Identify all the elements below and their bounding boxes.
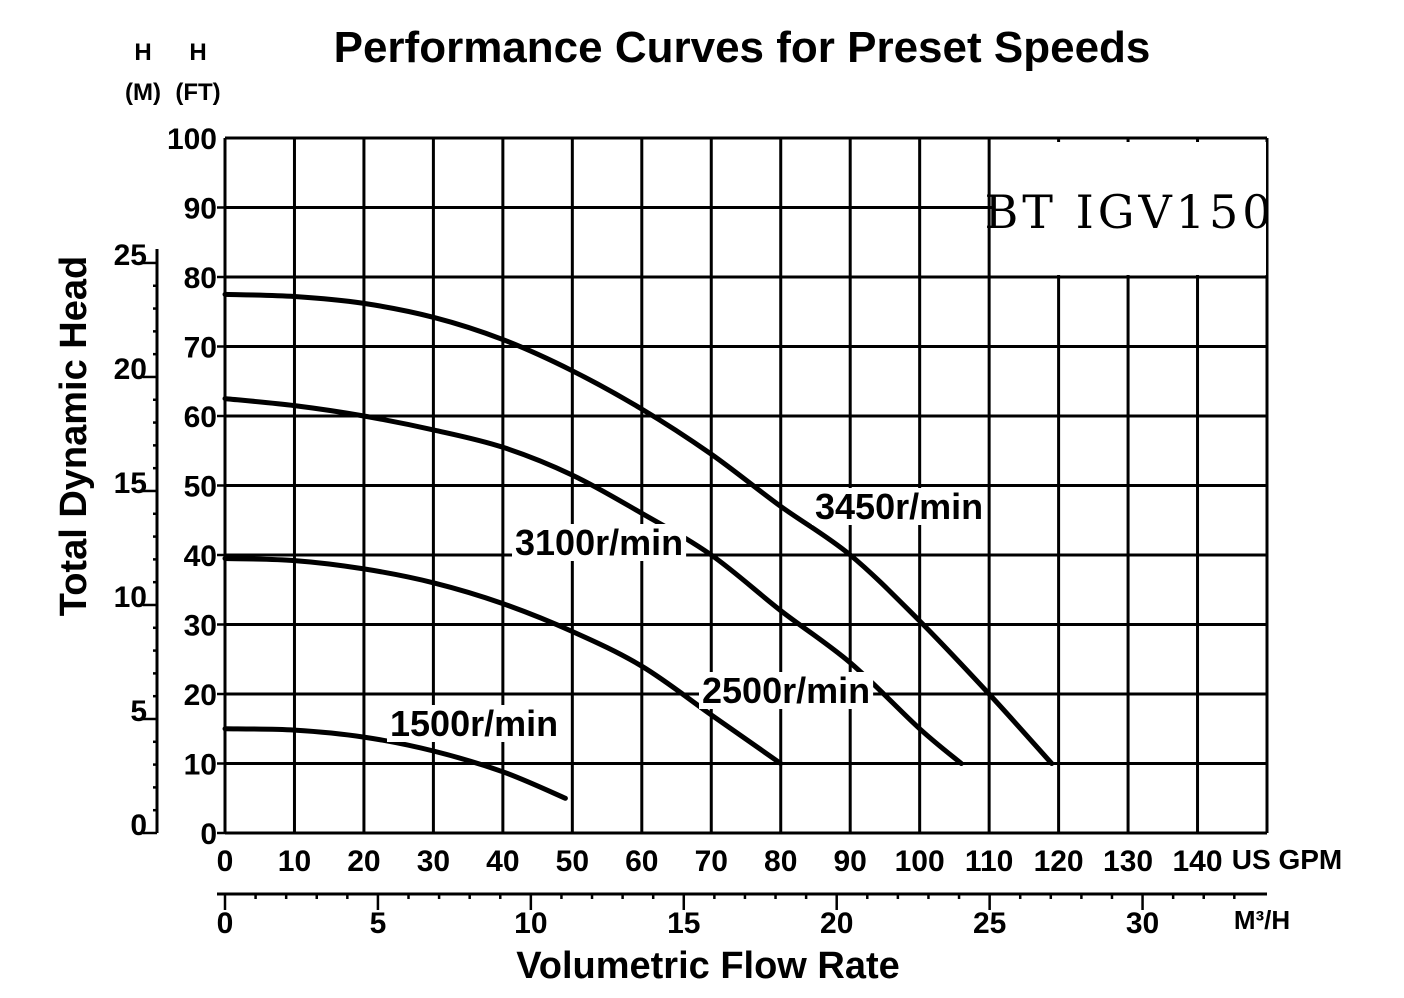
model-label-box xyxy=(992,142,1266,275)
x-tick-label-gpm: 40 xyxy=(486,845,519,878)
model-label: BT IGV150 xyxy=(984,185,1275,239)
series-label: 3100r/min xyxy=(515,522,683,563)
y-tick-label-ft: 50 xyxy=(184,471,217,504)
y-tick-label-ft: 10 xyxy=(184,749,217,782)
x-tick-label-m3h: 20 xyxy=(820,907,853,940)
x-tick-label-gpm: 110 xyxy=(965,845,1013,878)
x-tick-label-gpm: 140 xyxy=(1173,845,1223,878)
x-tick-label-gpm: 30 xyxy=(417,845,450,878)
y-tick-label-ft: 80 xyxy=(184,262,217,295)
y-tick-label-ft: 40 xyxy=(184,540,217,573)
series-label-bg xyxy=(699,672,874,709)
y-axis-imperial-symbol: H xyxy=(189,39,206,66)
y-tick-label-ft: 0 xyxy=(200,818,217,851)
x-tick-label-gpm: 60 xyxy=(625,845,658,878)
y-tick-label-ft: 20 xyxy=(184,679,217,712)
x-tick-label-gpm: 100 xyxy=(895,845,945,878)
y-tick-label-m: 15 xyxy=(114,467,147,500)
series-label: 1500r/min xyxy=(390,703,558,744)
y-tick-label-m: 5 xyxy=(130,695,147,728)
x-tick-label-gpm: 70 xyxy=(695,845,728,878)
x-tick-label-gpm: 0 xyxy=(217,845,234,878)
series-label-group: 3450r/min xyxy=(812,486,987,527)
y-tick-label-ft: 100 xyxy=(167,123,217,156)
curve-1500r-min xyxy=(222,726,568,801)
x-tick-label-gpm: 80 xyxy=(764,845,797,878)
x-tick-label-gpm: 20 xyxy=(347,845,380,878)
x-tick-label-m3h: 5 xyxy=(370,907,387,940)
y-axis-imperial-unit: (FT) xyxy=(175,79,220,106)
series-label: 2500r/min xyxy=(702,670,870,711)
series-label-group: 1500r/min xyxy=(387,703,562,744)
x-axis-gpm: 0 10 20 30 40 50 60 70 80 90 100 110 120 130 140 xyxy=(217,845,1223,878)
y-tick-label-ft: 70 xyxy=(184,332,217,365)
series-label-bg xyxy=(512,524,687,561)
y-axis-metric-symbol: H xyxy=(134,39,151,66)
x-tick-label-m3h: 0 xyxy=(217,907,234,940)
y-tick-label-ft: 90 xyxy=(184,193,217,226)
x-tick-label-m3h: 25 xyxy=(973,907,1006,940)
x-axis-m3h-unit: M³/H xyxy=(1234,905,1290,935)
y-tick-label-m: 0 xyxy=(130,809,147,842)
series-label-bg xyxy=(387,705,562,742)
x-tick-label-gpm: 50 xyxy=(556,845,589,878)
x-tick-label-m3h: 10 xyxy=(514,907,547,940)
curves xyxy=(222,291,1055,801)
y-axis-title: Total Dynamic Head xyxy=(53,256,95,616)
y-tick-label-m: 25 xyxy=(114,239,147,272)
chart-title: Performance Curves for Preset Speeds xyxy=(334,23,1151,72)
curve-3100r-min xyxy=(222,396,964,766)
x-axis-title: Volumetric Flow Rate xyxy=(516,945,900,987)
x-tick-label-gpm: 120 xyxy=(1034,845,1084,878)
series-label: 3450r/min xyxy=(815,486,983,527)
curve-3450r-min xyxy=(222,291,1055,766)
y-axis-metric-unit: (M) xyxy=(125,79,161,106)
y-tick-label-ft: 60 xyxy=(184,401,217,434)
y-axis-metric: 0 5 10 15 20 25 xyxy=(114,239,159,842)
y-axis-feet: 0 10 20 30 40 50 60 70 80 90 100 xyxy=(167,123,217,851)
series-label-bg xyxy=(812,488,987,525)
y-tick-label-m: 10 xyxy=(114,581,147,614)
x-axis-m3h: 0 5 10 15 20 25 30 xyxy=(217,892,1267,940)
series-label-group: 3100r/min xyxy=(512,522,687,563)
series-label-group: 2500r/min xyxy=(699,670,874,711)
y-tick-label-m: 20 xyxy=(114,353,147,386)
x-tick-label-m3h: 15 xyxy=(667,907,700,940)
series-labels: 3450r/min 3100r/min 2500r/min 1500r/min xyxy=(387,486,987,744)
y-tick-label-ft: 30 xyxy=(184,610,217,643)
x-tick-label-gpm: 130 xyxy=(1103,845,1153,878)
x-tick-label-gpm: 10 xyxy=(278,845,311,878)
x-tick-label-gpm: 90 xyxy=(834,845,867,878)
x-tick-label-m3h: 30 xyxy=(1126,907,1159,940)
x-axis-gpm-unit: US GPM xyxy=(1232,844,1342,875)
grid xyxy=(217,136,1269,835)
curve-2500r-min xyxy=(222,556,784,766)
